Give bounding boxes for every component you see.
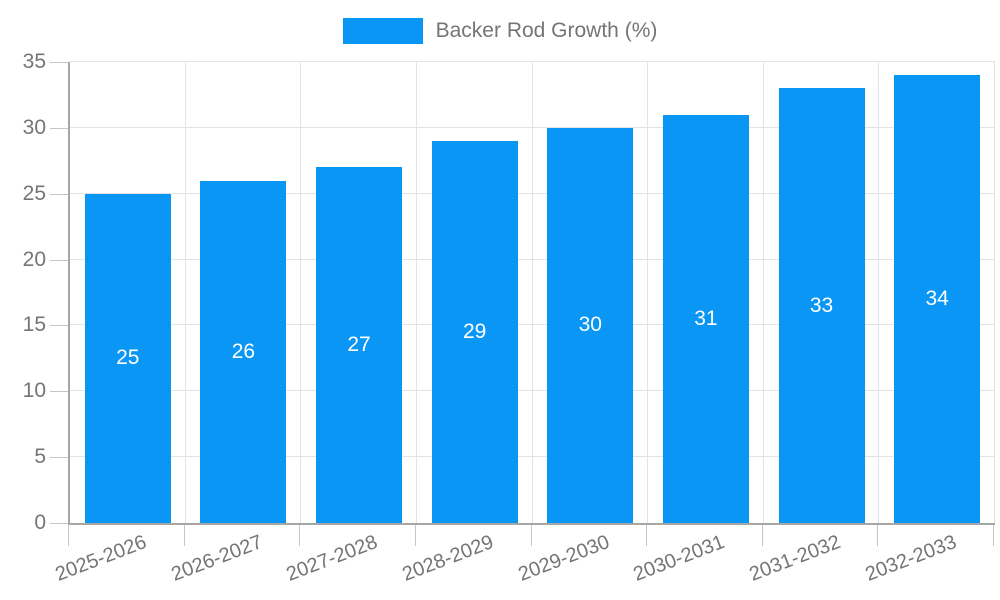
y-axis-tick-label: 15 xyxy=(22,313,46,337)
y-tick-mark xyxy=(50,127,68,129)
x-tick-mark xyxy=(299,525,301,546)
x-tick-mark xyxy=(877,525,879,546)
bar-2027-2028: 27 xyxy=(316,167,403,523)
x-gridline xyxy=(647,62,649,523)
bar-value-label: 30 xyxy=(578,313,602,337)
x-tick-mark xyxy=(646,525,648,546)
bar-value-label: 31 xyxy=(694,306,718,330)
bar-value-label: 25 xyxy=(116,346,140,370)
y-axis-tick-label: 35 xyxy=(22,50,46,73)
y-axis-tick-label: 20 xyxy=(22,247,46,271)
bar-2032-2033: 34 xyxy=(894,75,981,523)
y-gridline xyxy=(70,192,995,194)
y-gridline xyxy=(70,258,995,260)
bar-2028-2029: 29 xyxy=(431,141,518,523)
y-axis-tick-label: 30 xyxy=(22,115,46,139)
legend-label: Backer Rod Growth (%) xyxy=(435,19,658,42)
x-gridline xyxy=(415,62,417,523)
y-tick-mark xyxy=(50,391,68,393)
y-axis-tick-label: 0 xyxy=(34,511,46,534)
bar-2031-2032: 33 xyxy=(778,88,865,523)
x-gridline xyxy=(300,62,302,523)
y-tick-mark xyxy=(50,325,68,327)
y-gridline xyxy=(70,324,995,326)
y-tick-mark xyxy=(50,62,68,63)
x-gridline xyxy=(762,62,764,523)
x-gridline xyxy=(994,62,995,523)
legend[interactable]: Backer Rod Growth (%) xyxy=(0,18,1000,44)
x-tick-mark xyxy=(530,525,532,546)
y-tick-mark xyxy=(50,457,68,459)
bar-2025-2026: 25 xyxy=(84,193,171,523)
bar-value-label: 34 xyxy=(925,287,949,311)
x-tick-mark xyxy=(761,525,763,546)
y-gridline xyxy=(70,126,995,128)
bar-value-label: 29 xyxy=(463,320,487,344)
x-gridline xyxy=(531,62,533,523)
x-gridline xyxy=(878,62,880,523)
x-gridline xyxy=(184,62,186,523)
y-gridline xyxy=(70,390,995,392)
bar-value-label: 27 xyxy=(347,333,371,357)
plot-area: 25 26 27 29 30 31 33 34 xyxy=(68,61,995,525)
y-gridline xyxy=(70,61,995,62)
y-tick-mark xyxy=(50,259,68,261)
bar-2026-2027: 26 xyxy=(200,180,287,523)
y-tick-mark xyxy=(50,193,68,195)
bar-2030-2031: 31 xyxy=(662,114,749,523)
x-tick-mark xyxy=(414,525,416,546)
legend-swatch-icon xyxy=(342,18,423,44)
x-tick-mark xyxy=(183,525,185,546)
x-tick-mark xyxy=(993,525,994,546)
bar-value-label: 26 xyxy=(231,339,256,363)
y-axis-tick-label: 5 xyxy=(34,445,46,469)
bar-2029-2030: 30 xyxy=(547,127,634,523)
y-axis-tick-label: 25 xyxy=(22,181,46,205)
y-axis-tick-label: 10 xyxy=(22,379,46,403)
x-tick-mark xyxy=(68,525,69,546)
y-gridline xyxy=(70,456,995,458)
y-tick-mark xyxy=(50,523,68,524)
bar-value-label: 33 xyxy=(809,293,834,317)
